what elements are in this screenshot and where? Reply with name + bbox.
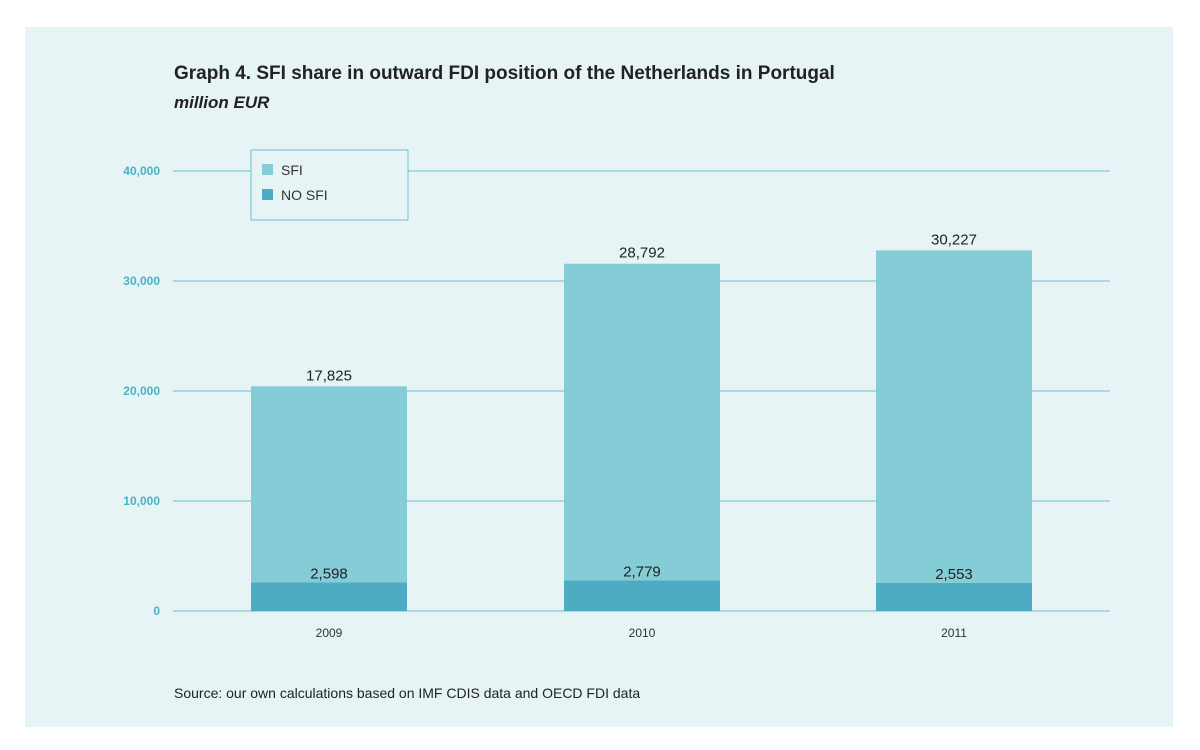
chart-panel: Graph 4. SFI share in outward FDI positi… — [25, 27, 1173, 727]
legend: SFI NO SFI — [250, 149, 409, 221]
x-axis-ticks: 2009 2010 2011 — [316, 626, 968, 640]
data-label-no-sfi: 2,553 — [935, 566, 973, 583]
x-tick-label: 2010 — [629, 626, 656, 640]
legend-swatch-no-sfi — [262, 189, 273, 200]
bar-sfi-2009 — [251, 386, 407, 583]
chart-title: Graph 4. SFI share in outward FDI positi… — [174, 63, 835, 84]
bars: 2,598 17,825 2,779 28,792 2,553 30,227 — [251, 231, 1032, 611]
x-tick-label: 2009 — [316, 626, 343, 640]
y-tick-label: 30,000 — [123, 274, 160, 288]
legend-label-sfi: SFI — [281, 162, 303, 178]
y-tick-label: 20,000 — [123, 384, 160, 398]
chart-subtitle: million EUR — [174, 93, 270, 112]
data-label-no-sfi: 2,598 — [310, 565, 348, 582]
y-axis-ticks: 0 10,000 20,000 30,000 40,000 — [123, 164, 160, 618]
y-tick-label: 40,000 — [123, 164, 160, 178]
data-label-no-sfi: 2,779 — [623, 563, 661, 580]
data-label-sfi: 17,825 — [306, 367, 352, 384]
stacked-bar-chart: 0 10,000 20,000 30,000 40,000 2,598 17,825 2,7… — [123, 149, 1110, 640]
legend-label-no-sfi: NO SFI — [281, 187, 328, 203]
y-tick-label: 10,000 — [123, 494, 160, 508]
y-tick-label: 0 — [153, 604, 160, 618]
source-note: Source: our own calculations based on IM… — [174, 685, 641, 701]
x-tick-label: 2011 — [941, 626, 967, 640]
data-label-sfi: 30,227 — [931, 231, 977, 248]
bar-no-sfi-2009 — [251, 582, 407, 611]
bar-sfi-2011 — [876, 250, 1032, 583]
bar-no-sfi-2011 — [876, 582, 1032, 611]
bar-sfi-2010 — [564, 263, 720, 581]
bar-no-sfi-2010 — [564, 580, 720, 611]
data-label-sfi: 28,792 — [619, 245, 665, 262]
legend-swatch-sfi — [262, 164, 273, 175]
